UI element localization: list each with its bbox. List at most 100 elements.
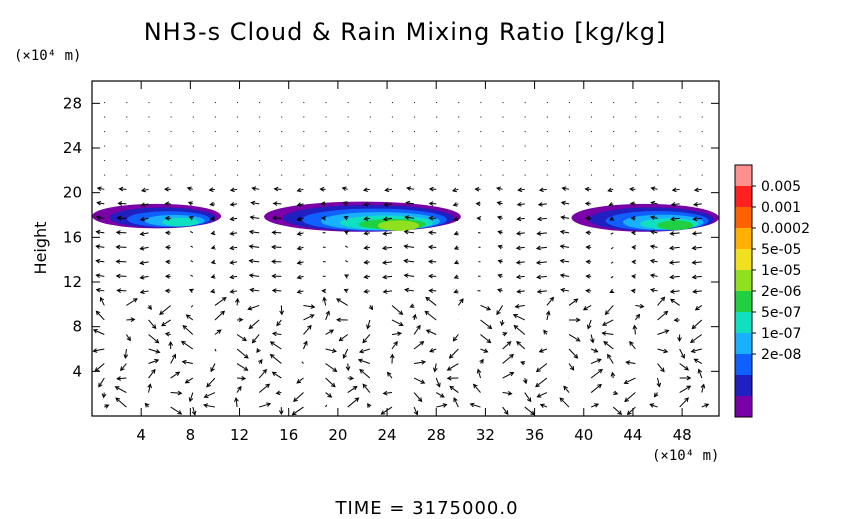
- cloud-band-2-level-5: [657, 220, 694, 231]
- wind-vector-head: [182, 324, 188, 330]
- wind-vector: [251, 202, 260, 205]
- wind-vector: [347, 130, 349, 133]
- wind-vector-head: [691, 231, 697, 236]
- wind-vector-head: [632, 324, 638, 330]
- wind-vector: [502, 145, 504, 147]
- wind-vector: [347, 116, 349, 118]
- wind-vector: [672, 188, 680, 191]
- wind-vector: [249, 274, 260, 277]
- wind-vector-head: [487, 324, 493, 330]
- wind-vector-head: [181, 359, 187, 365]
- wind-vector-head: [433, 367, 438, 373]
- wind-vector-head: [293, 397, 298, 403]
- wind-vector: [140, 217, 149, 221]
- wind-vector: [117, 377, 127, 380]
- wind-vector-head: [262, 368, 268, 374]
- wind-vector: [670, 298, 680, 306]
- wind-vector-head: [325, 310, 330, 316]
- wind-vector-head: [271, 215, 277, 221]
- wind-vector: [516, 341, 526, 350]
- wind-vector-head: [690, 348, 696, 354]
- wind-vector-head: [693, 187, 699, 193]
- wind-vector-head: [585, 215, 590, 221]
- wind-vector: [590, 348, 598, 353]
- wind-vector: [453, 397, 459, 408]
- wind-vector-head: [406, 186, 412, 191]
- wind-vector-head: [99, 296, 105, 302]
- wind-vector-head: [516, 216, 522, 222]
- colorbar-swatch: [735, 333, 752, 354]
- wind-vector-head: [512, 313, 518, 319]
- wind-vector: [404, 260, 415, 263]
- wind-vector-head: [559, 397, 565, 403]
- wind-vector-head: [603, 341, 609, 346]
- wind-vector: [694, 358, 703, 364]
- wind-vector: [562, 187, 570, 190]
- wind-vector: [546, 311, 550, 321]
- wind-vector: [303, 116, 305, 118]
- wind-vector: [524, 101, 526, 104]
- wind-vector-head: [161, 321, 166, 327]
- wind-vector-head: [95, 229, 101, 235]
- wind-vector-head: [609, 216, 615, 221]
- wind-vector: [650, 216, 658, 219]
- wind-vector: [369, 174, 371, 176]
- wind-vector-head: [332, 367, 338, 372]
- wind-vector: [206, 377, 216, 388]
- wind-vector: [258, 145, 261, 147]
- wind-vector: [670, 275, 680, 278]
- wind-vector: [382, 246, 393, 249]
- wind-vector-head: [448, 354, 454, 359]
- wind-vector: [693, 217, 702, 220]
- wind-vector: [384, 203, 393, 206]
- chart-title: NH3-s Cloud & Rain Mixing Ratio [kg/kg]: [144, 18, 667, 46]
- x-tick-label: 48: [673, 426, 692, 444]
- wind-vector: [359, 369, 371, 379]
- wind-vector-head: [164, 331, 170, 337]
- wind-vector: [502, 392, 512, 395]
- wind-vector: [496, 305, 504, 315]
- wind-vector-head: [630, 215, 636, 221]
- wind-vector-head: [241, 376, 247, 381]
- wind-vector: [203, 404, 216, 408]
- wind-vector-head: [522, 379, 528, 385]
- wind-vector-head: [342, 201, 348, 206]
- wind-vector: [236, 130, 239, 133]
- wind-vector: [561, 289, 570, 292]
- wind-vector: [303, 325, 312, 335]
- wind-vector: [148, 101, 150, 104]
- wind-vector: [435, 174, 438, 176]
- wind-vector-head: [469, 402, 475, 408]
- wind-vector-head: [273, 186, 279, 192]
- wind-vector-head: [624, 397, 629, 403]
- wind-vector-head: [404, 215, 410, 220]
- wind-vector: [120, 363, 127, 371]
- wind-vector: [325, 329, 334, 335]
- wind-vector-head: [514, 303, 520, 309]
- wind-vector-head: [349, 375, 355, 381]
- wind-vector-head: [497, 244, 503, 250]
- wind-vector: [670, 290, 680, 293]
- wind-vector-head: [536, 393, 542, 398]
- wind-vector-head: [98, 382, 103, 388]
- wind-vector: [192, 130, 194, 133]
- wind-vector: [650, 245, 658, 248]
- wind-vector-head: [329, 329, 335, 334]
- wind-vector: [502, 101, 504, 104]
- wind-vector-head: [704, 403, 710, 408]
- wind-vector: [473, 384, 481, 393]
- wind-vector-head: [120, 366, 125, 372]
- wind-vector: [480, 334, 491, 343]
- wind-vector-head: [412, 313, 417, 319]
- wind-vector: [97, 202, 105, 205]
- wind-vector: [148, 174, 150, 176]
- wind-vector-head: [686, 375, 692, 381]
- x-tick-label: 8: [186, 426, 196, 444]
- wind-vector: [568, 159, 571, 162]
- wind-vector-head: [126, 336, 131, 342]
- wind-vector: [590, 369, 603, 379]
- wind-vector-head: [515, 231, 521, 236]
- wind-vector: [502, 406, 509, 415]
- wind-vector: [477, 369, 481, 379]
- wind-vector-head: [159, 310, 164, 316]
